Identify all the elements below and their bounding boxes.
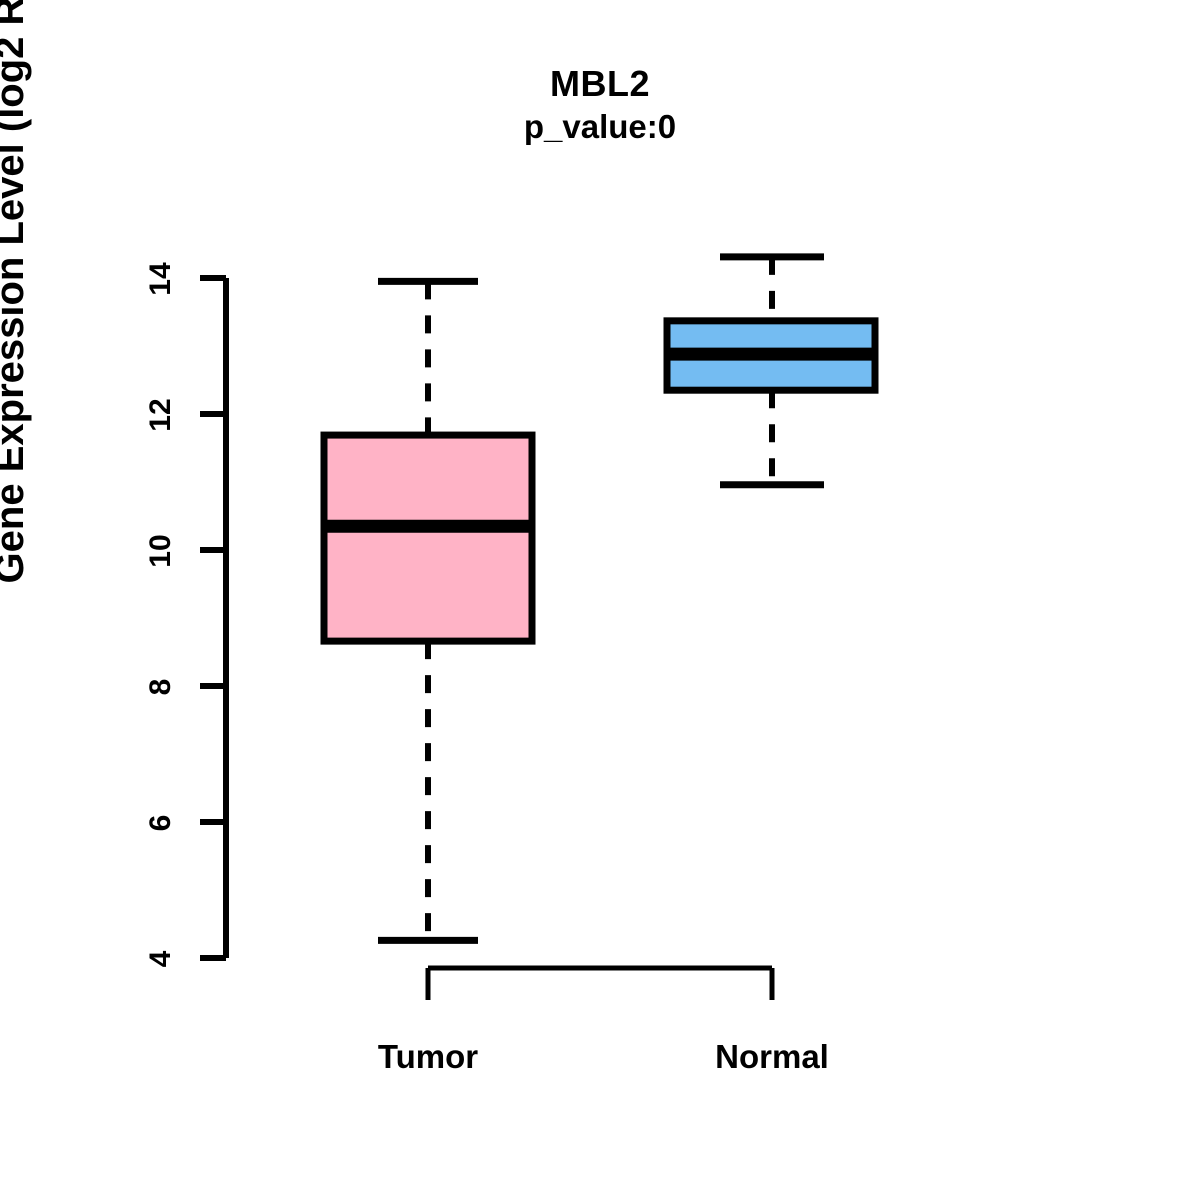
- y-axis: [200, 275, 229, 961]
- x-axis: [425, 965, 775, 1000]
- box-normal: [663, 253, 879, 489]
- x-tick-label-normal: Normal: [715, 1038, 829, 1075]
- x-tick-label-tumor: Tumor: [377, 1038, 479, 1075]
- box-tumor: [320, 277, 536, 944]
